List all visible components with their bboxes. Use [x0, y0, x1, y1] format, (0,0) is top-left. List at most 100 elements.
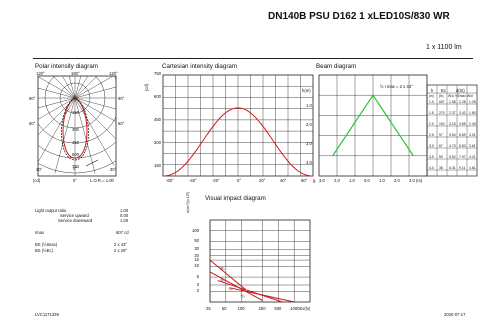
visual-ytick: 50 — [194, 238, 199, 244]
polar-curve-c0 — [62, 97, 88, 159]
stat-bs2-label: BS (½Ec) — [35, 248, 53, 253]
polar-spoke — [74, 76, 82, 99]
visual-line-label: 60° — [219, 278, 226, 285]
beam-legend: ½ I max = 2 x 43° — [380, 84, 413, 89]
visual-ytick: 100 — [192, 227, 199, 233]
polar-spoke — [74, 86, 116, 99]
cartesian-xtick-m20: -20° — [212, 178, 220, 183]
beam-table-cell: 50 — [439, 155, 443, 159]
visual-xtick: 250 — [258, 306, 266, 311]
polar-angle-180: 180° — [71, 71, 80, 76]
cartesian-xtick-m40: -40° — [189, 178, 197, 183]
beam-table-cell: 4.0 — [429, 166, 434, 170]
beam-ytick-1: 1.0 — [306, 103, 312, 108]
polar-spoke — [38, 97, 76, 109]
beam-table-cell: 3.42 — [459, 111, 466, 115]
polar-lor: L.O.R.= 1.00 — [90, 178, 114, 183]
beam-table-grid — [426, 84, 478, 177]
stat-up-value: 0.00 — [120, 213, 129, 218]
beam-table-cell: 3.0 — [429, 144, 434, 148]
beam-table-cell: 2.0 — [429, 122, 434, 126]
beam-table-cell: 3.5 — [429, 155, 434, 159]
beam-xtick-2: 1.0 — [349, 178, 355, 183]
visual-xtick: 500 — [274, 306, 282, 311]
polar-angle-60-right: 60° — [118, 121, 125, 126]
beam-table-cell: 1.5 — [429, 111, 434, 115]
beam-table-cell: 4.55 — [459, 122, 466, 126]
polar-ring-750: 750 — [72, 164, 79, 169]
stat-imax-label: Imax — [35, 230, 45, 235]
footer-code: LVC1171339 — [35, 312, 59, 317]
beam-xtick-1: 2.0 — [334, 178, 340, 183]
beam-table-cell: 4.73 — [449, 144, 456, 148]
visual-line-2 — [217, 280, 283, 303]
polar-spoke — [54, 97, 76, 174]
cartesian-xunit: g — [313, 178, 316, 183]
polar-spoke — [62, 76, 76, 99]
visual-ytick: 2 — [196, 288, 199, 294]
cartesian-ytick-300: 300 — [154, 140, 161, 145]
visual-xtick: 100 — [237, 306, 245, 311]
stat-up-label: Service upward — [60, 213, 89, 218]
beam-sub-2: W/d — [448, 94, 454, 98]
beam-xtick-4: 1.0 — [379, 178, 385, 183]
stat-imax-value: 607 cd — [116, 230, 129, 235]
beam-table-cell: 4.21 — [469, 155, 476, 159]
stat-bs2-value: 2 x 29° — [114, 248, 128, 253]
stat-bs1-value: 2 x 43° — [114, 242, 128, 247]
visual-ytick: 10 — [194, 263, 199, 269]
polar-ring-300: 300 — [72, 127, 79, 132]
visual-xtick: 25 — [206, 306, 211, 311]
polar-spoke — [74, 76, 98, 99]
polar-angle-120-left: 120° — [36, 71, 45, 76]
polar-arrow — [85, 159, 99, 167]
visual-title: Visual impact diagram — [205, 195, 266, 202]
page-title: DN140B PSU D162 1 xLED10S/830 WR — [268, 11, 450, 22]
beam-table-cell: 5.52 — [449, 155, 456, 159]
stat-down-label: Service downward — [58, 218, 93, 223]
polar-frame — [37, 75, 117, 177]
visual-xtick: 1000E — [290, 306, 303, 311]
polar-spoke — [74, 97, 116, 110]
visual-line-label: 75° — [239, 293, 246, 300]
beam-th-ec: Ec — [441, 88, 446, 93]
polar-angle-120-right: 120° — [109, 71, 118, 76]
visual-frame — [209, 219, 311, 303]
polar-angle-30-left: 30° — [36, 167, 43, 172]
polar-diagram — [37, 75, 117, 177]
polar-curves — [61, 97, 99, 167]
cartesian-title: Cartesian intensity diagram — [162, 63, 237, 70]
beam-th-h: h — [431, 88, 434, 93]
polar-curve-c90 — [61, 97, 89, 161]
beam-table-cell: 67 — [439, 144, 443, 148]
cartesian-xtick-20: 20° — [259, 178, 266, 183]
beam-table-cell: 270 — [439, 111, 445, 115]
beam-table-cell: 1.80 — [469, 111, 476, 115]
polar-angle-90-left: 90° — [29, 96, 36, 101]
visual-impact-chart: 45° 60°70° 75° — [209, 219, 311, 303]
beam-xtick-5: 2.0 — [394, 178, 400, 183]
polar-angle-0: 0° — [73, 166, 78, 171]
polar-spoke — [38, 87, 76, 99]
beam-table-cell: 6.31 — [449, 166, 456, 170]
beam-table-frame — [426, 84, 478, 177]
beam-lines — [332, 94, 414, 157]
beam-ylabel: h(m) — [302, 88, 311, 93]
beam-table-cell: 9.11 — [459, 166, 466, 170]
beam-table-cell: 6.83 — [459, 144, 466, 148]
cartesian-xtick-0: 0° — [237, 178, 242, 183]
beam-sub-1: (lx) — [439, 94, 444, 98]
beam-th-d: d(m) — [456, 88, 465, 93]
polar-angle-90-right: 90° — [118, 96, 125, 101]
cartesian-xtick-40: 40° — [280, 178, 287, 183]
polar-spoke — [38, 76, 76, 99]
beam-table-cell: 97 — [439, 133, 443, 137]
visual-ytick: 15 — [194, 257, 199, 263]
stat-down-value: 1.00 — [120, 218, 129, 223]
polar-spoke — [74, 97, 116, 122]
beam-table-cell: 3.15 — [449, 122, 456, 126]
beam-table-cell: 7.97 — [459, 155, 466, 159]
beam-table-cell: 4.81 — [469, 166, 476, 170]
visual-ylabel: A(cm²)(x 10³) — [186, 191, 190, 213]
page-subtitle: 1 x 1100 lm — [426, 44, 462, 51]
